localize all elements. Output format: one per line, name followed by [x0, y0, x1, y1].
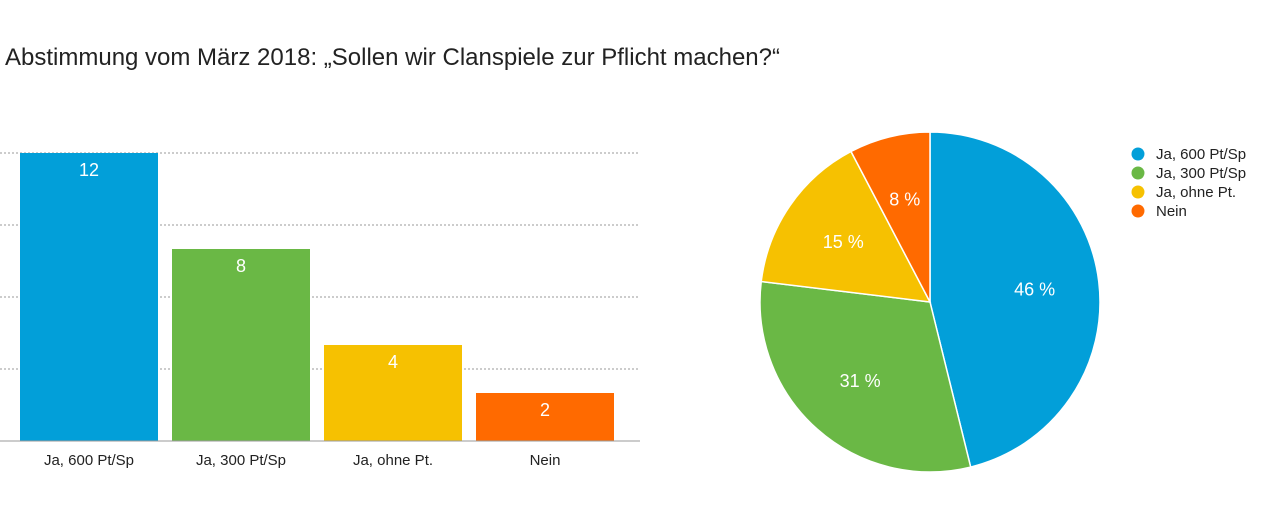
pie-slice — [849, 131, 931, 303]
pie-chart: 46 % 31 % 15 % 8 % — [759, 131, 1101, 473]
legend-swatch — [1131, 204, 1145, 218]
x-tick-label: Nein — [530, 452, 561, 469]
pie-legend: Ja, 600 Pt/Sp Ja, 300 Pt/Sp Ja, ohne Pt. Ne… — [1131, 146, 1246, 220]
x-tick-label: Ja, 600 Pt/Sp — [44, 452, 134, 469]
legend-swatch — [1131, 185, 1145, 199]
bar-value-label: 8 — [236, 256, 246, 276]
bar-value-label: 4 — [388, 352, 398, 372]
legend-label: Ja, 600 Pt/Sp — [1156, 146, 1246, 163]
bar-value-label: 12 — [79, 160, 99, 180]
pie-percent-label: 15 % — [823, 232, 864, 252]
bar-chart: 12 Ja, 600 Pt/Sp 8 Ja, 300 Pt/Sp 4 Ja, ohne P… — [0, 152, 640, 469]
bar — [172, 249, 310, 441]
pie-percent-label: 8 % — [889, 190, 920, 210]
bar — [20, 153, 158, 441]
pie-slice — [759, 280, 972, 473]
legend-label: Ja, ohne Pt. — [1156, 184, 1236, 201]
x-tick-label: Ja, 300 Pt/Sp — [196, 452, 286, 469]
pie-slice — [760, 150, 932, 303]
legend-swatch — [1131, 147, 1145, 161]
pie-slice — [929, 131, 1101, 468]
bar — [324, 345, 462, 441]
bar-value-label: 2 — [540, 400, 550, 420]
legend-label: Nein — [1156, 203, 1187, 220]
chart-title: Abstimmung vom März 2018: „Sollen wir Cl… — [5, 44, 780, 71]
pie-percent-label: 46 % — [1014, 279, 1055, 299]
x-tick-label: Ja, ohne Pt. — [353, 452, 433, 469]
pie-percent-label: 31 % — [840, 371, 881, 391]
legend-swatch — [1131, 166, 1145, 180]
legend-label: Ja, 300 Pt/Sp — [1156, 165, 1246, 182]
bar — [476, 393, 614, 441]
